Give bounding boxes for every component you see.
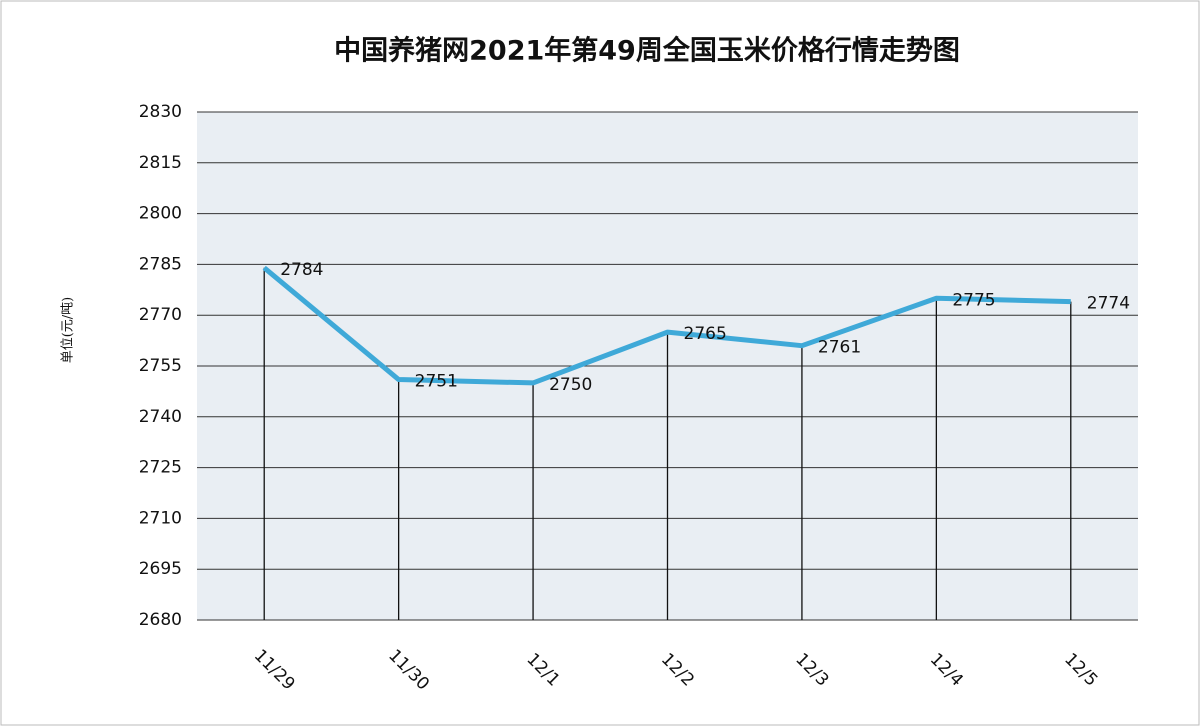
y-tick-label: 2680 xyxy=(139,610,182,630)
y-tick-label: 2710 xyxy=(139,508,182,528)
data-label: 2784 xyxy=(280,260,323,280)
chart-title: 中国养猪网2021年第49周全国玉米价格行情走势图 xyxy=(334,35,960,67)
y-tick-label: 2770 xyxy=(139,305,182,325)
data-label: 2761 xyxy=(818,338,861,358)
data-label: 2774 xyxy=(1087,294,1130,314)
data-label: 2751 xyxy=(415,372,458,392)
data-line xyxy=(262,265,1071,386)
data-label: 2765 xyxy=(684,324,727,344)
y-tick-label: 2815 xyxy=(139,153,182,173)
data-label: 2750 xyxy=(549,375,592,395)
y-axis-label: 单位(元/吨) xyxy=(61,297,76,364)
data-label: 2775 xyxy=(952,290,995,310)
y-tick-label: 2800 xyxy=(139,204,182,224)
y-tick-label: 2740 xyxy=(139,407,182,427)
y-tick-label: 2755 xyxy=(139,356,182,376)
y-tick-label: 2725 xyxy=(139,458,182,478)
y-tick-label: 2830 xyxy=(139,102,182,122)
y-tick-label: 2695 xyxy=(139,559,182,579)
y-tick-label: 2785 xyxy=(139,254,182,274)
